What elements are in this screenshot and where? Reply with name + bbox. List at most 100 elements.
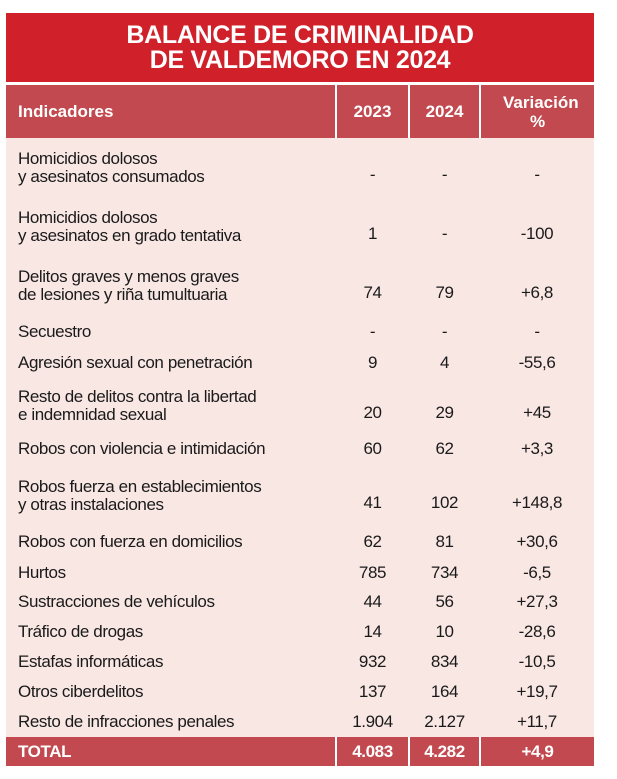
indicator-line-1: Secuestro [18,321,91,341]
indicator-line-1: Homicidios dolosos [18,148,158,168]
indicator-line-1: Sustracciones de vehículos [18,592,215,611]
value-2023: 137 [358,682,387,701]
value-2023: 44 [363,592,382,611]
value-2024: 62 [435,439,454,458]
indicator-line-2: y otras instalaciones [18,494,164,514]
value-2024: 4 [439,353,450,372]
indicator-line-1: Estafas informáticas [18,652,164,671]
value-2024: 164 [430,682,459,701]
value-variacion: -10,5 [518,652,556,671]
total-2023: 4.083 [336,737,410,766]
table-row: Robos con fuerza en domicilios 62 81 +30,6 [6,525,594,558]
indicator-line-1: Resto de delitos contra la libertad [18,386,257,406]
row-indicator-label: Agresión sexual con penetración [6,347,336,379]
row-indicator-label: Otros ciberdelitos [6,677,336,707]
value-2023: 1.904 [352,712,393,731]
header-2024: 2024 [409,85,481,138]
indicator-line-1: Homicidios dolosos [18,207,158,227]
table-row: Homicidios dolosos y asesinatos consumado… [6,138,594,197]
indicator-line-1: Robos con fuerza en domicilios [18,531,243,551]
value-2023: 785 [358,562,387,582]
indicator-line-1: Robos fuerza en establecimientos [18,476,262,496]
value-2024: 734 [430,562,459,582]
value-2024: - [441,164,448,184]
table-row: Resto de delitos contra la libertad e ind… [6,379,594,432]
indicator-line-2: e indemnidad sexual [18,404,167,424]
indicator-line-1: Resto de infracciones penales [18,712,235,731]
value-variacion: - [534,164,540,184]
total-2024: 4.282 [409,737,481,766]
value-2023: 62 [363,531,382,551]
value-variacion: -100 [520,223,554,243]
indicator-line-2: y asesinatos consumados [18,166,205,186]
value-2024: 2.127 [424,712,465,731]
value-2023: 74 [363,283,382,302]
value-2024: 81 [435,531,454,551]
table-row: Estafas informáticas 932 834 -10,5 [6,647,594,677]
crime-table: Indicadores 2023 2024 Variación % Homici… [6,85,594,766]
row-indicator-label: Delitos graves y menos graves de lesiones… [6,256,336,316]
row-indicator-label: Robos con violencia e intimidación [6,432,336,466]
row-indicator-label: Resto de delitos contra la libertad e ind… [6,379,336,432]
row-indicator-label: Tráfico de drogas [6,617,336,647]
value-variacion: +27,3 [516,592,558,611]
header-row: Indicadores 2023 2024 Variación % [6,85,594,138]
indicator-line-2: de lesiones y riña tumultuaria [18,285,228,304]
value-2024: 79 [435,283,454,302]
table-row: Resto de infracciones penales 1.904 2.127 +… [6,707,594,737]
row-indicator-label: Hurtos [6,558,336,587]
value-variacion: +3,3 [521,439,553,458]
value-variacion: +148,8 [511,492,563,512]
value-variacion: +19,7 [516,682,558,701]
value-2024: 834 [430,652,459,671]
value-2024: - [441,223,448,243]
value-variacion: +30,6 [516,531,558,551]
table-row: Robos con violencia e intimidación 60 62 +3… [6,432,594,466]
row-indicator-label: Estafas informáticas [6,647,336,677]
value-2023: 1 [367,223,378,243]
value-2024: - [441,321,448,341]
header-2023: 2023 [336,85,410,138]
value-2024: 56 [435,592,454,611]
table-row: Homicidios dolosos y asesinatos en grado … [6,197,594,256]
value-2024: 29 [435,402,454,422]
row-indicator-label: Robos fuerza en establecimientos y otras … [6,466,336,525]
title-banner: BALANCE DE CRIMINALIDAD DE VALDEMORO EN … [6,13,594,82]
value-2024: 102 [430,492,459,512]
value-2023: 932 [358,652,387,671]
value-variacion: - [534,321,540,341]
row-indicator-label: Sustracciones de vehículos [6,587,336,617]
value-2023: - [369,321,376,341]
total-row: TOTAL 4.083 4.282 +4,9 [6,737,594,766]
value-2023: 41 [363,492,382,512]
row-indicator-label: Homicidios dolosos y asesinatos en grado … [6,197,336,256]
table-row: Secuestro - - - [6,316,594,347]
row-indicator-label: Secuestro [6,316,336,347]
indicator-line-1: Otros ciberdelitos [18,682,144,701]
row-indicator-label: Resto de infracciones penales [6,707,336,737]
title-line-1: BALANCE DE CRIMINALIDAD [126,20,474,49]
value-2023: 9 [367,353,378,372]
value-2023: 60 [363,439,382,458]
header-indicadores: Indicadores [6,85,337,138]
value-2024: 10 [435,622,454,641]
table-row: Agresión sexual con penetración 9 4 -55,6 [6,347,594,379]
table-row: Delitos graves y menos graves de lesiones… [6,256,594,316]
indicator-line-1: Hurtos [18,562,66,582]
value-variacion: -6,5 [523,562,551,582]
value-variacion: +11,7 [517,712,557,731]
indicator-line-1: Delitos graves y menos graves [18,267,239,286]
indicator-line-1: Tráfico de drogas [18,622,143,641]
value-variacion: -55,6 [518,353,556,372]
value-variacion: +6,8 [521,283,553,302]
title-line-2: DE VALDEMORO EN 2024 [149,45,451,74]
header-variacion: Variación % [480,85,594,138]
row-indicator-label: Robos con fuerza en domicilios [6,525,336,558]
table-row: Sustracciones de vehículos 44 56 +27,3 [6,587,594,617]
total-label: TOTAL [6,737,337,766]
table-row: Hurtos 785 734 -6,5 [6,558,594,587]
indicator-line-1: Agresión sexual con penetración [18,353,253,372]
value-2023: - [369,164,376,184]
value-variacion: -28,6 [518,622,556,641]
